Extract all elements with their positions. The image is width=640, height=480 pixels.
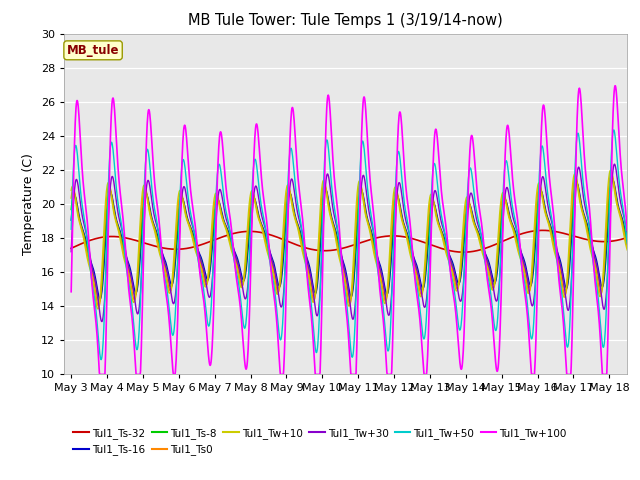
Y-axis label: Temperature (C): Temperature (C) — [22, 153, 35, 255]
Title: MB Tule Tower: Tule Temps 1 (3/19/14-now): MB Tule Tower: Tule Temps 1 (3/19/14-now… — [188, 13, 503, 28]
Legend: Tul1_Ts-32, Tul1_Ts-16, Tul1_Ts-8, Tul1_Ts0, Tul1_Tw+10, Tul1_Tw+30, Tul1_Tw+50,: Tul1_Ts-32, Tul1_Ts-16, Tul1_Ts-8, Tul1_… — [69, 424, 571, 459]
Text: MB_tule: MB_tule — [67, 44, 119, 57]
